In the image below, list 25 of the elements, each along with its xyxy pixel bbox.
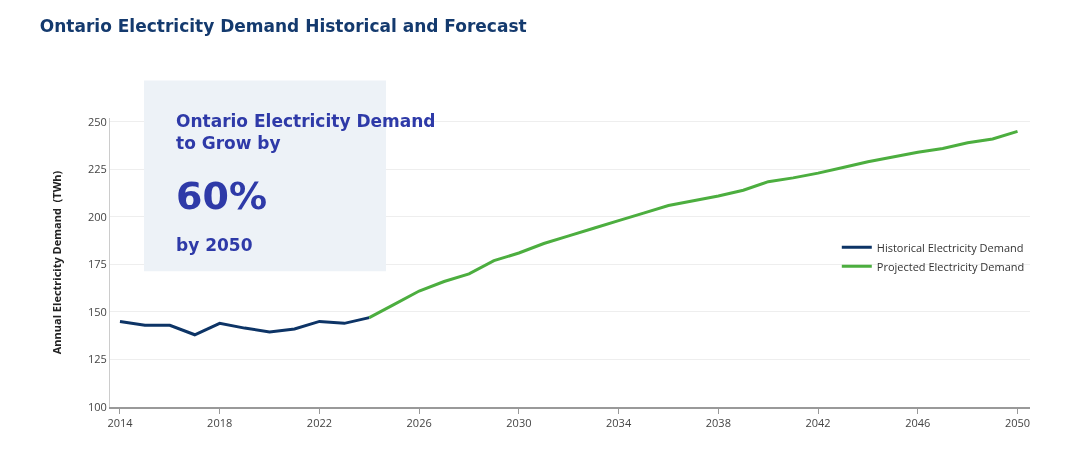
x-tick-label: 2046: [905, 415, 931, 431]
annotation: Ontario Electricity Demand to Grow by: [176, 111, 436, 154]
line-series: [118, 316, 371, 337]
x-tick-label: 2022: [306, 415, 333, 431]
annotation: by 2050: [176, 235, 253, 255]
y-tick-label: 200: [87, 208, 107, 224]
x-tick-label: 2014: [107, 415, 134, 431]
y-tick-label: 100: [87, 398, 107, 414]
legend-label: Projected Electricity Demand: [876, 258, 1025, 274]
legend-label: Historical Electricity Demand: [876, 239, 1024, 255]
x-tick-label: 2042: [805, 415, 831, 431]
y-tick-label: 125: [87, 351, 107, 367]
x-tick-label: 2018: [207, 415, 233, 431]
x-tick-label: 2050: [1004, 415, 1031, 431]
x-tick-label: 2030: [506, 415, 532, 431]
x-tick-label: 2038: [705, 415, 731, 431]
chart-title: Ontario Electricity Demand Historical and Forecast: [39, 16, 527, 37]
y-tick-label: 250: [87, 113, 107, 129]
annotation: 60%: [176, 174, 267, 218]
y-tick-label: 225: [87, 161, 107, 177]
y-tick-label: 150: [87, 303, 107, 319]
x-tick-label: 2026: [406, 415, 432, 431]
y-tick-label: 175: [87, 256, 107, 272]
x-tick-label: 2034: [606, 415, 632, 431]
y-axis-title: Annual Electricity Demand (TWh): [48, 170, 64, 355]
